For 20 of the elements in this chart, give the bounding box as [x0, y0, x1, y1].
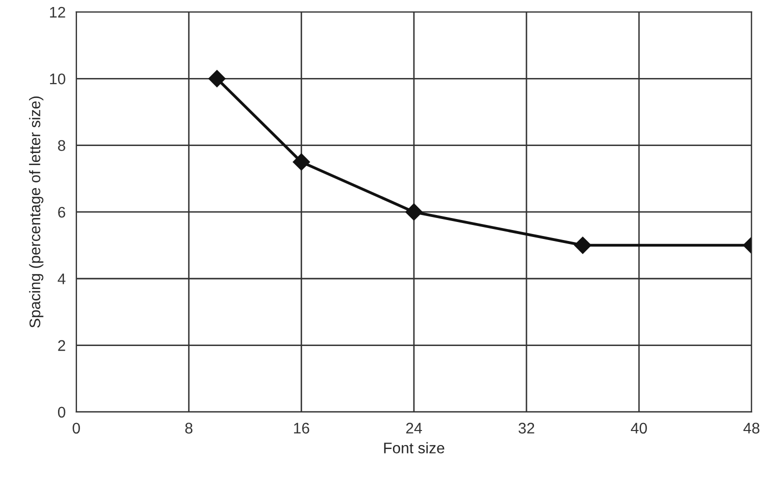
y-tick-label: 4: [58, 274, 66, 284]
point: [405, 203, 422, 221]
y-tick-label: 8: [58, 140, 66, 151]
y-tick-label: 6: [58, 206, 66, 218]
x-axis-title: Font size: [384, 442, 444, 454]
y-tick-label: 12: [50, 6, 66, 18]
y-tick-label: 10: [50, 74, 66, 84]
point: [574, 236, 592, 254]
point: [208, 70, 226, 88]
y-axis-title: Spacing (percentage of letter size): [29, 96, 44, 328]
x-tick-label: 16: [294, 422, 310, 434]
x-tick-label: 40: [630, 422, 647, 434]
x-tick-label: 0: [72, 422, 80, 434]
x-tick-label: 32: [518, 422, 534, 434]
x-tick-label: 24: [406, 422, 422, 434]
point: [292, 153, 310, 171]
y-tick-label: 0: [58, 406, 66, 418]
y-tick-label: 2: [58, 340, 66, 351]
x-tick-label: 8: [185, 422, 192, 434]
x-tick-label: 48: [743, 422, 760, 434]
